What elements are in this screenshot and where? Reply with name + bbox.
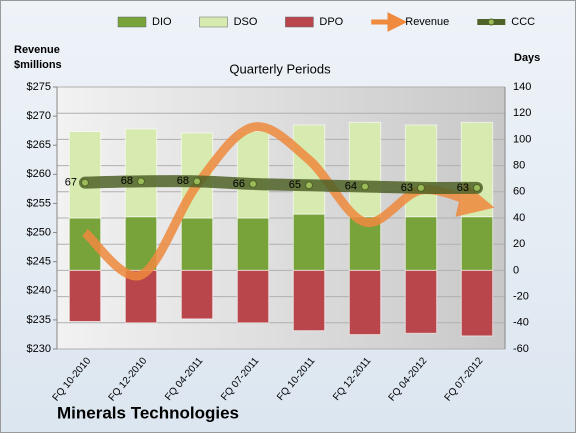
bar-segment	[68, 269, 102, 322]
y-tick-label: $245	[27, 256, 51, 268]
y-tick-label: $265	[27, 139, 51, 151]
y-tick-label: $270	[27, 110, 51, 122]
ccc-point	[81, 178, 89, 187]
y2-tick-label: -60	[513, 343, 529, 355]
ccc-line	[79, 175, 483, 194]
ccc-label: 64	[345, 180, 357, 192]
y2-tick-label: 40	[513, 212, 525, 224]
bar-segment	[404, 269, 438, 334]
y-axis-title: $millions	[14, 59, 62, 71]
bar-segment	[404, 124, 438, 218]
ccc-point	[305, 181, 313, 190]
ccc-point	[417, 183, 425, 192]
y-tick-label: $235	[27, 314, 51, 326]
y2-axis-title: Days	[514, 52, 540, 64]
y2-tick-label: 0	[513, 264, 519, 276]
bar-segment	[292, 269, 326, 332]
lines: 67 68 68 66 65 64 63 63	[65, 122, 495, 281]
y-tick-label: $250	[27, 226, 51, 238]
ccc-point	[249, 179, 257, 188]
legend-label: Revenue	[405, 16, 449, 28]
bar-segment	[180, 269, 214, 320]
y2-tick-label: 60	[513, 186, 525, 198]
y-axis-title: Revenue	[14, 44, 60, 56]
legend-label: DIO	[152, 16, 172, 28]
bar-segment	[348, 121, 382, 218]
y-tick-label: $260	[27, 168, 51, 180]
ccc-point	[193, 177, 201, 186]
bar-segment	[236, 131, 270, 219]
ccc-point	[473, 183, 481, 192]
ccc-label: 65	[289, 179, 301, 191]
y2-tick-label: 100	[513, 133, 531, 145]
bar-segment	[236, 217, 270, 271]
legend-swatch	[285, 16, 314, 28]
ccc-label: 63	[457, 182, 469, 194]
legend-label: DPO	[319, 16, 343, 28]
bar-segment	[124, 128, 158, 218]
ccc-label: 68	[177, 175, 189, 187]
legend-label: CCC	[511, 16, 535, 28]
legend-marker	[487, 18, 495, 26]
bar-segment	[404, 216, 438, 271]
legend-swatch	[199, 16, 228, 28]
bar-segment	[180, 217, 214, 271]
bar-segment	[236, 269, 270, 324]
bar-segment	[292, 213, 326, 271]
bar-segment	[460, 269, 494, 337]
bar-segment	[68, 131, 102, 219]
y2-tick-label: 80	[513, 160, 525, 172]
legend-label: DSO	[234, 16, 258, 28]
ccc-point	[137, 177, 145, 186]
y2-tick-label: 20	[513, 238, 525, 250]
chart-title: Quarterly Periods	[229, 61, 331, 76]
y-tick-label: $275	[27, 81, 51, 93]
y2-tick-label: 140	[513, 81, 531, 93]
revenue-line	[81, 122, 495, 281]
bar-segment	[460, 216, 494, 271]
ccc-point	[361, 182, 369, 191]
ccc-label: 68	[121, 175, 133, 187]
footer: Minerals Technologies	[57, 403, 239, 422]
y-tick-label: $255	[27, 197, 51, 209]
y2-tick-label: 120	[513, 107, 531, 119]
legend: DIO DSO DPO Revenue CCC	[117, 12, 535, 32]
ccc-label: 67	[65, 177, 77, 189]
y-tick-label: $240	[27, 285, 51, 297]
y2-tick-label: -20	[513, 291, 529, 303]
y-tick-label: $230	[27, 343, 51, 355]
ccc-label: 66	[233, 178, 245, 190]
ccc-label: 63	[401, 182, 413, 194]
legend-swatch	[117, 16, 147, 28]
bar-segment	[348, 269, 382, 336]
y2-tick-label: -40	[513, 317, 529, 329]
